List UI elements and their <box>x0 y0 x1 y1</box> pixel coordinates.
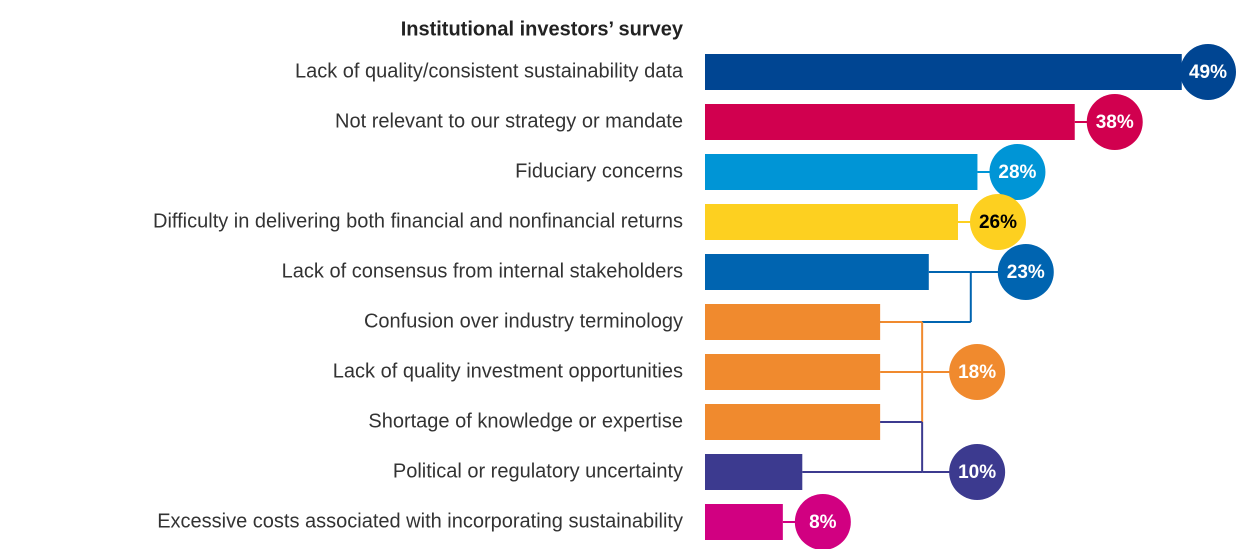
category-label: Not relevant to our strategy or mandate <box>335 110 683 132</box>
value-label: 18% <box>958 362 996 383</box>
bar <box>705 154 978 190</box>
value-label: 49% <box>1189 62 1227 83</box>
value-label: 38% <box>1096 112 1134 133</box>
value-label: 8% <box>809 512 837 533</box>
category-label: Difficulty in delivering both financial … <box>153 210 683 232</box>
value-badge <box>969 194 1026 250</box>
bar <box>705 304 881 340</box>
value-badge <box>949 444 1006 500</box>
value-label: 28% <box>998 162 1036 183</box>
value-label: 26% <box>979 212 1017 233</box>
value-label: 23% <box>1007 262 1045 283</box>
bar <box>705 254 929 290</box>
category-label: Shortage of knowledge or expertise <box>368 410 683 432</box>
category-label: Confusion over industry terminology <box>364 310 683 332</box>
category-label: Lack of consensus from internal stakehol… <box>282 260 683 282</box>
value-badge <box>989 144 1046 200</box>
value-label: 10% <box>958 462 996 483</box>
bar <box>705 204 958 240</box>
value-badge <box>1086 94 1143 150</box>
bar <box>705 504 783 540</box>
value-badge <box>997 244 1054 300</box>
bar <box>705 454 803 490</box>
category-label: Lack of quality investment opportunities <box>333 360 683 382</box>
bar <box>705 404 881 440</box>
category-label: Excessive costs associated with incorpor… <box>157 510 683 532</box>
bar <box>705 354 881 390</box>
chart-title: Institutional investors’ survey <box>401 18 684 40</box>
value-badge <box>794 494 851 549</box>
category-label: Fiduciary concerns <box>515 160 683 182</box>
category-label: Lack of quality/consistent sustainabilit… <box>295 60 684 82</box>
value-badge <box>1180 44 1236 100</box>
bar <box>705 54 1182 90</box>
value-badge <box>949 344 1006 400</box>
bar <box>705 104 1075 140</box>
category-label: Political or regulatory uncertainty <box>393 460 683 482</box>
